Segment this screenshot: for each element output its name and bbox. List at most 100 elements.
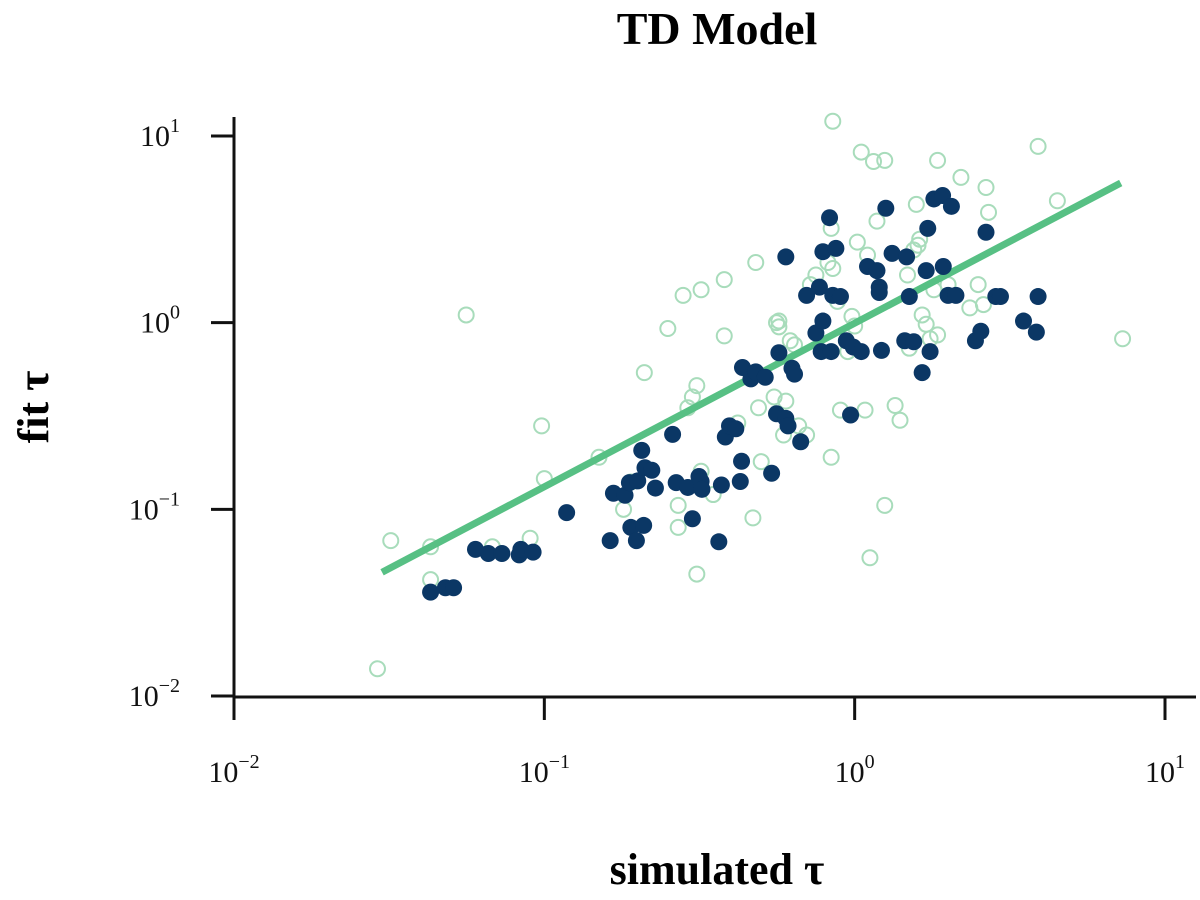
open-data-point xyxy=(750,399,768,417)
filled-data-point xyxy=(627,532,645,550)
open-data-point xyxy=(635,364,653,382)
filled-data-point xyxy=(810,278,828,296)
filled-data-point xyxy=(524,543,542,561)
open-data-point xyxy=(865,153,883,171)
open-circle-series xyxy=(368,112,1132,678)
open-data-point xyxy=(969,276,987,294)
filled-data-point xyxy=(712,476,730,494)
filled-data-point xyxy=(792,433,810,451)
filled-data-point xyxy=(821,209,839,227)
open-data-point xyxy=(907,195,925,213)
open-data-point xyxy=(715,327,733,345)
filled-data-point xyxy=(905,333,923,351)
filled-data-point xyxy=(763,464,781,482)
filled-data-point xyxy=(972,322,990,340)
filled-data-point xyxy=(1027,323,1045,341)
x-tick-label: 101 xyxy=(1145,751,1185,789)
open-data-point xyxy=(382,532,400,550)
open-data-point xyxy=(533,417,551,435)
x-axis-label: simulated τ xyxy=(610,845,825,894)
open-data-point xyxy=(929,151,947,169)
open-data-point xyxy=(770,312,788,330)
filled-data-point xyxy=(733,452,751,470)
filled-data-point xyxy=(779,417,797,435)
y-tick-label: 100 xyxy=(140,302,180,340)
filled-data-point xyxy=(913,364,931,382)
open-data-point xyxy=(961,299,979,317)
filled-data-point xyxy=(798,286,816,304)
filled-data-point xyxy=(872,341,890,359)
open-data-point xyxy=(747,254,765,272)
open-data-point xyxy=(980,203,998,221)
chart-title: TD Model xyxy=(617,3,818,54)
open-data-point xyxy=(715,271,733,289)
open-data-point xyxy=(977,178,995,196)
filled-data-point xyxy=(664,425,682,443)
y-tick-label: 101 xyxy=(140,115,180,153)
filled-data-point xyxy=(558,504,576,522)
filled-data-point xyxy=(814,243,832,261)
open-data-point xyxy=(856,401,874,419)
open-data-point xyxy=(868,212,886,230)
open-data-point xyxy=(876,151,894,169)
filled-data-point xyxy=(831,288,849,306)
filled-data-point xyxy=(868,262,886,280)
filled-data-point xyxy=(601,532,619,550)
y-tick-label: 10−1 xyxy=(129,488,180,526)
filled-data-point xyxy=(635,516,653,534)
open-data-point xyxy=(891,411,909,429)
filled-data-point xyxy=(934,257,952,275)
open-data-point xyxy=(974,296,992,314)
x-tick-label: 100 xyxy=(835,751,875,789)
open-data-point xyxy=(1029,137,1047,155)
filled-data-point xyxy=(877,199,895,217)
filled-data-point xyxy=(646,479,664,497)
open-data-point xyxy=(777,392,795,410)
open-data-point xyxy=(822,448,840,466)
filled-data-point xyxy=(466,540,484,558)
filled-data-point xyxy=(898,248,916,266)
open-data-point xyxy=(1048,192,1066,210)
filled-data-point xyxy=(786,365,804,383)
filled-data-point xyxy=(883,244,901,262)
open-data-point xyxy=(899,266,917,284)
open-data-point xyxy=(824,112,842,130)
filled-data-point xyxy=(683,510,701,528)
filled-data-point xyxy=(493,544,511,562)
filled-data-point xyxy=(827,239,845,257)
filled-data-point xyxy=(919,219,937,237)
filled-data-point xyxy=(422,583,440,601)
x-tick-label: 10−1 xyxy=(519,751,570,789)
open-data-point xyxy=(876,496,894,514)
open-data-point xyxy=(861,549,879,567)
x-tick-label: 10−2 xyxy=(208,751,259,789)
filled-data-point xyxy=(991,288,1009,306)
open-data-point xyxy=(952,168,970,186)
filled-data-point xyxy=(947,286,965,304)
filled-data-point xyxy=(727,420,745,438)
open-data-point xyxy=(659,320,677,338)
filled-data-point xyxy=(445,579,463,597)
open-data-point xyxy=(368,660,386,678)
open-data-point xyxy=(752,453,770,471)
open-data-point xyxy=(669,518,687,536)
y-axis-ticks: 10−2 10−1 100 101 xyxy=(129,115,234,713)
filled-data-point xyxy=(1029,288,1047,306)
filled-data-point xyxy=(643,461,661,479)
x-axis-ticks: 10−2 10−1 100 101 xyxy=(208,697,1185,789)
y-axis-label: fit τ xyxy=(9,371,58,444)
open-data-point xyxy=(852,143,870,161)
filled-data-point xyxy=(852,343,870,361)
y-tick-label: 10−2 xyxy=(129,675,180,713)
open-data-point xyxy=(692,281,710,299)
filled-data-point xyxy=(822,343,840,361)
filled-data-point xyxy=(622,518,640,536)
open-data-point xyxy=(683,388,701,406)
open-data-point xyxy=(929,326,947,344)
open-data-point xyxy=(457,306,475,324)
filled-data-point xyxy=(917,262,935,280)
filled-data-point xyxy=(629,472,647,490)
open-data-point xyxy=(765,388,783,406)
filled-data-point xyxy=(710,533,728,551)
